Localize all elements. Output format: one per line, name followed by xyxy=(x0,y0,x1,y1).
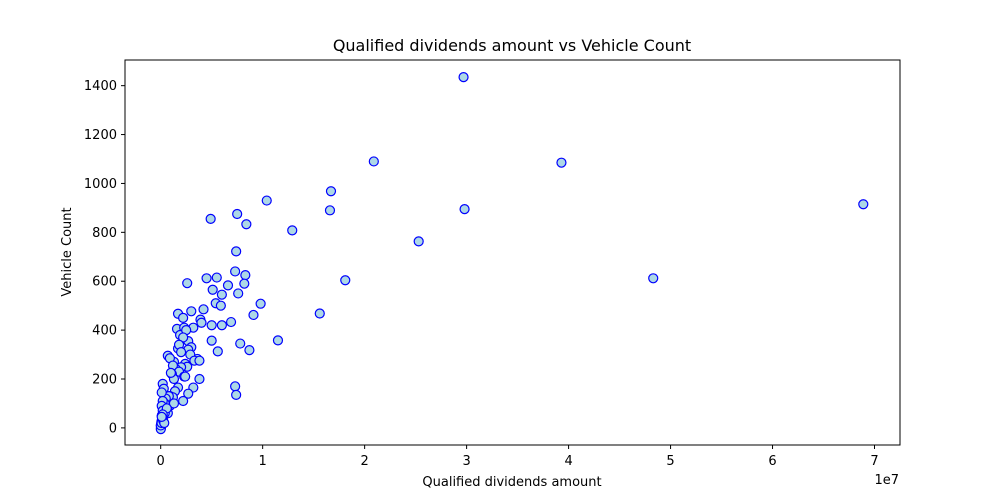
data-point xyxy=(235,338,246,349)
data-point xyxy=(232,208,243,220)
y-tick-label: 600 xyxy=(92,275,117,290)
data-point xyxy=(230,381,241,392)
data-point xyxy=(255,298,266,309)
data-point xyxy=(156,411,167,422)
data-point xyxy=(178,395,189,407)
data-point xyxy=(207,284,218,295)
data-point xyxy=(225,316,237,328)
data-point xyxy=(216,320,227,331)
x-tick-label: 4 xyxy=(564,454,572,469)
y-tick-label: 1200 xyxy=(84,128,117,143)
data-point xyxy=(459,204,470,215)
data-point xyxy=(244,345,255,356)
data-point xyxy=(206,320,217,331)
data-point xyxy=(231,246,242,257)
data-point xyxy=(156,387,167,398)
data-point xyxy=(175,347,187,358)
data-point xyxy=(205,213,216,224)
plot-frame xyxy=(124,59,901,446)
data-point xyxy=(212,346,223,357)
data-point xyxy=(314,308,325,319)
y-tick-label: 200 xyxy=(92,373,117,388)
data-point xyxy=(196,317,207,328)
x-tick-label: 3 xyxy=(462,454,470,469)
y-tick-label: 1000 xyxy=(84,177,117,192)
y-axis-label: Vehicle Count xyxy=(60,207,75,296)
x-tick-label: 2 xyxy=(360,454,368,469)
data-point xyxy=(194,373,205,385)
data-point xyxy=(240,270,251,281)
data-point xyxy=(272,335,284,346)
data-points xyxy=(155,72,869,435)
data-point xyxy=(231,389,242,400)
data-point xyxy=(230,266,241,277)
data-point xyxy=(458,72,469,83)
x-tick-label: 6 xyxy=(768,454,776,469)
x-tick-label: 1 xyxy=(259,454,267,469)
data-point xyxy=(239,278,250,289)
data-point xyxy=(241,219,252,230)
data-point xyxy=(178,312,189,323)
data-point xyxy=(186,306,197,317)
x-axis-label: Qualified dividends amount xyxy=(422,475,601,490)
data-point xyxy=(413,236,424,247)
y-tick-label: 800 xyxy=(92,226,117,241)
data-point xyxy=(248,309,259,321)
data-point xyxy=(183,388,194,399)
y-tick-label: 1400 xyxy=(84,79,117,94)
data-point xyxy=(261,195,272,206)
data-point xyxy=(198,304,209,315)
x-axis-offset-label: 1e7 xyxy=(874,473,899,488)
x-tick-label: 7 xyxy=(870,454,878,469)
data-point xyxy=(340,275,351,286)
data-point xyxy=(194,355,205,366)
data-point xyxy=(206,335,217,346)
y-tick-label: 0 xyxy=(109,421,117,436)
chart-title: Qualified dividends amount vs Vehicle Co… xyxy=(333,36,691,55)
y-axis-ticks: 0 200 400 600 800 1000 1200 1400 xyxy=(84,79,125,436)
data-point xyxy=(222,280,234,291)
data-point xyxy=(368,156,379,167)
x-tick-label: 5 xyxy=(666,454,674,469)
data-point xyxy=(216,289,227,300)
data-point xyxy=(325,186,337,197)
data-point xyxy=(182,278,193,289)
x-tick-label: 0 xyxy=(157,454,165,469)
data-point xyxy=(556,157,567,168)
data-point xyxy=(201,273,212,284)
data-point xyxy=(180,371,191,382)
data-point xyxy=(211,272,222,283)
data-point xyxy=(165,367,176,378)
x-axis-ticks: 0 1 2 3 4 5 6 7 xyxy=(157,445,879,469)
data-point xyxy=(858,199,869,210)
data-point xyxy=(648,273,659,284)
data-point xyxy=(215,300,226,311)
data-point xyxy=(233,288,244,299)
data-point xyxy=(324,205,336,216)
data-point xyxy=(287,225,298,236)
y-tick-label: 400 xyxy=(92,324,117,339)
